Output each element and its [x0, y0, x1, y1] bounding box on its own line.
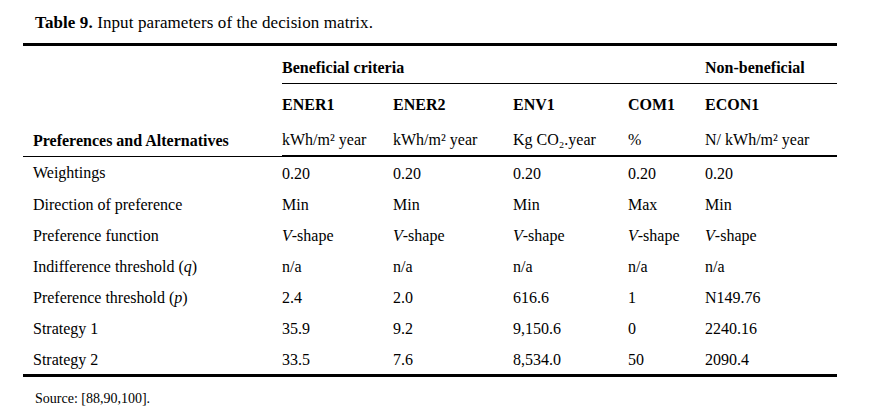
corner-header: Preferences and Alternatives — [23, 45, 282, 157]
table-row-preference-threshold: Preference threshold (p) 2.4 2.0 616.6 1… — [23, 281, 837, 312]
table-cell: Min — [513, 188, 628, 219]
column-unit-com1: % — [628, 119, 705, 156]
row-label: Indifference threshold (q) — [23, 250, 282, 281]
column-header-econ1: ECON1 — [705, 84, 837, 120]
table-cell: 0.20 — [628, 156, 705, 188]
table-cell: 2090.4 — [705, 343, 837, 376]
column-header-ener1: ENER1 — [282, 84, 393, 120]
table-cell: 7.6 — [393, 343, 513, 376]
table-cell: 2.4 — [282, 281, 393, 312]
table-cell: 0.20 — [282, 156, 393, 188]
column-header-env1: ENV1 — [513, 84, 628, 120]
table-cell: 8,534.0 — [513, 343, 628, 376]
row-label: Strategy 1 — [23, 312, 282, 343]
group-header-row: Preferences and Alternatives Beneficial … — [23, 45, 837, 84]
table-cell: 33.5 — [282, 343, 393, 376]
decision-matrix-table: Preferences and Alternatives Beneficial … — [23, 43, 837, 377]
table-caption: Table 9. Input parameters of the decisio… — [35, 13, 870, 33]
column-header-com1: COM1 — [628, 84, 705, 120]
table-cell: 1 — [628, 281, 705, 312]
table-cell: 9.2 — [393, 312, 513, 343]
table-row-preference-function: Preference function V-shape V-shape V-sh… — [23, 219, 837, 250]
table-cell: V-shape — [282, 219, 393, 250]
table-row-weightings: Weightings 0.20 0.20 0.20 0.20 0.20 — [23, 156, 837, 188]
row-label: Preference threshold (p) — [23, 281, 282, 312]
table-cell: Min — [705, 188, 837, 219]
table-caption-label: Table 9. — [35, 13, 93, 32]
table-cell: 0 — [628, 312, 705, 343]
column-unit-env1: Kg CO₂.year — [513, 119, 628, 156]
table-cell: 9,150.6 — [513, 312, 628, 343]
table-cell: 0.20 — [705, 156, 837, 188]
table-cell: 0.20 — [393, 156, 513, 188]
table-row-indifference-threshold: Indifference threshold (q) n/a n/a n/a n… — [23, 250, 837, 281]
table-cell: 0.20 — [513, 156, 628, 188]
row-label: Strategy 2 — [23, 343, 282, 376]
source-note: Source: [88,90,100]. — [35, 391, 870, 407]
table-caption-text: Input parameters of the decision matrix. — [93, 13, 373, 32]
table-cell: Min — [282, 188, 393, 219]
table-cell: Min — [393, 188, 513, 219]
table-cell: V-shape — [513, 219, 628, 250]
table-cell: V-shape — [705, 219, 837, 250]
table-cell: 616.6 — [513, 281, 628, 312]
paper-page: Table 9. Input parameters of the decisio… — [0, 0, 870, 407]
table-row-direction: Direction of preference Min Min Min Max … — [23, 188, 837, 219]
table-cell: n/a — [393, 250, 513, 281]
group-header-beneficial: Beneficial criteria — [282, 45, 705, 84]
table-cell: V-shape — [628, 219, 705, 250]
table-cell: n/a — [282, 250, 393, 281]
table-cell: n/a — [705, 250, 837, 281]
table-cell: n/a — [513, 250, 628, 281]
table-cell: 2240.16 — [705, 312, 837, 343]
table-cell: n/a — [628, 250, 705, 281]
table-cell: V-shape — [393, 219, 513, 250]
table-cell: Max — [628, 188, 705, 219]
row-label: Weightings — [23, 156, 282, 188]
table-row-strategy-2: Strategy 2 33.5 7.6 8,534.0 50 2090.4 — [23, 343, 837, 376]
column-header-ener2: ENER2 — [393, 84, 513, 120]
column-unit-ener2: kWh/m² year — [393, 119, 513, 156]
row-label: Preference function — [23, 219, 282, 250]
group-header-non-beneficial: Non-beneficial — [705, 45, 837, 84]
table-row-strategy-1: Strategy 1 35.9 9.2 9,150.6 0 2240.16 — [23, 312, 837, 343]
column-unit-econ1: N/ kWh/m² year — [705, 119, 837, 156]
table-cell: N149.76 — [705, 281, 837, 312]
table-cell: 35.9 — [282, 312, 393, 343]
table-cell: 2.0 — [393, 281, 513, 312]
table-cell: 50 — [628, 343, 705, 376]
row-label: Direction of preference — [23, 188, 282, 219]
column-unit-ener1: kWh/m² year — [282, 119, 393, 156]
